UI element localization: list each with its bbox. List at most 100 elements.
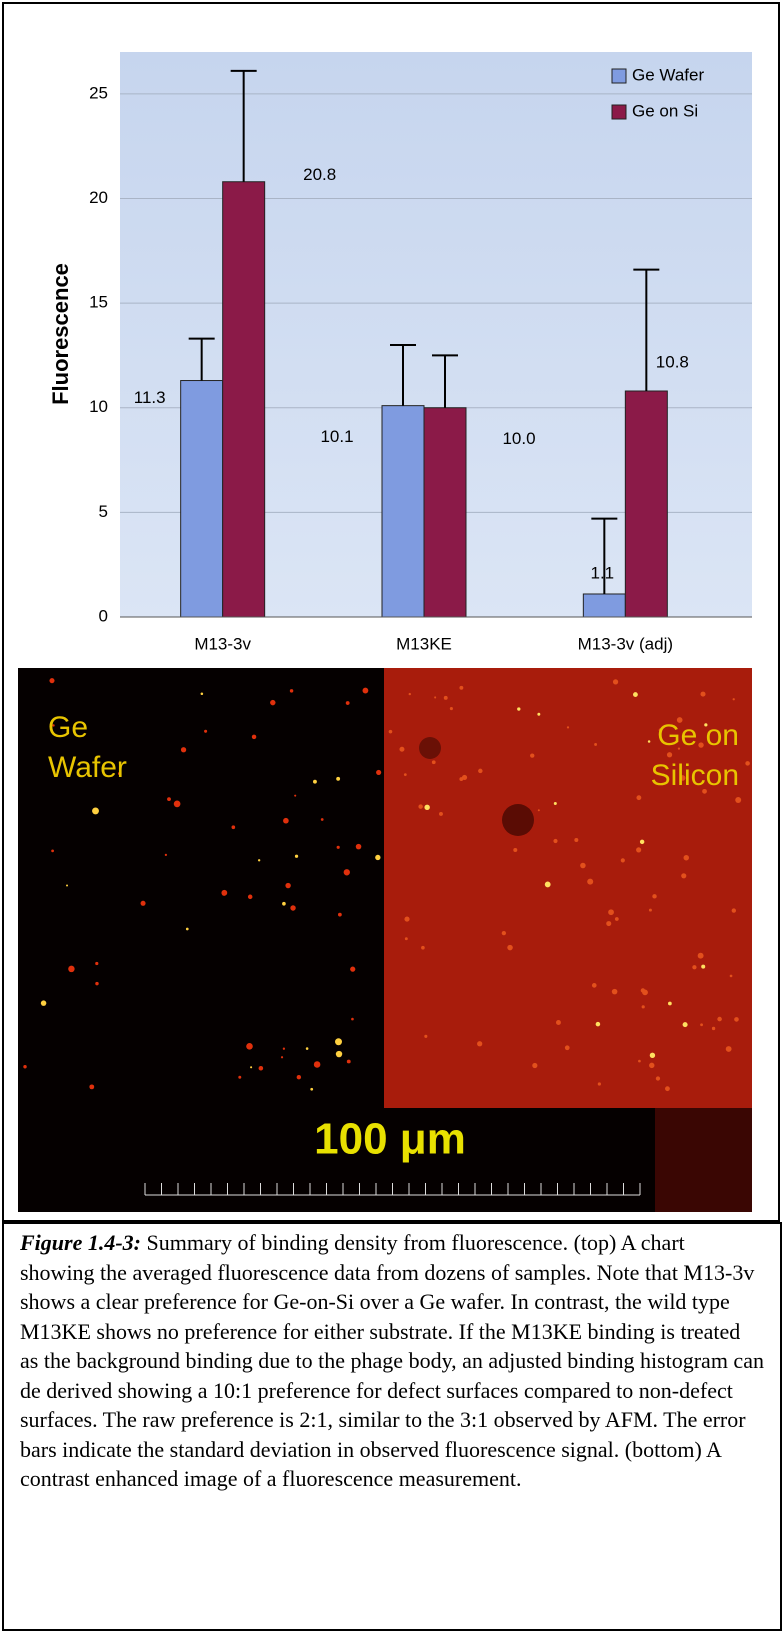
dot <box>306 1047 309 1050</box>
dot <box>375 855 380 860</box>
dot <box>283 818 289 824</box>
dot <box>692 965 696 969</box>
dot <box>92 807 99 814</box>
dot <box>459 686 463 690</box>
dot <box>141 901 146 906</box>
bar <box>223 182 265 617</box>
y-tick-label: 20 <box>89 188 108 207</box>
dot <box>246 1043 253 1050</box>
dark-spot <box>502 804 534 836</box>
dot <box>608 909 614 915</box>
dot <box>734 1017 739 1022</box>
x-tick-label: M13-3v (adj) <box>578 634 673 653</box>
dot <box>633 692 638 697</box>
data-label: 11.3 <box>134 388 166 407</box>
dot <box>554 802 557 805</box>
dot <box>281 1056 283 1058</box>
dot <box>344 869 350 875</box>
x-tick-label: M13-3v <box>194 634 251 653</box>
dot <box>285 883 290 888</box>
dot <box>389 730 393 734</box>
image-right-label: Ge on Silicon <box>615 716 739 796</box>
page: Fluorescence 100 μm 0510152025M13-3v11.3… <box>0 0 782 1631</box>
dot <box>580 863 585 868</box>
dot <box>66 884 68 886</box>
dot <box>181 747 186 752</box>
dot <box>310 1088 313 1091</box>
y-axis-label: Fluorescence <box>48 263 73 405</box>
x-tick-label: M13KE <box>396 634 452 653</box>
dot <box>68 966 74 972</box>
dot <box>363 688 369 694</box>
dot <box>615 917 619 921</box>
dot <box>745 761 750 766</box>
dot <box>404 773 407 776</box>
dot <box>735 797 741 803</box>
y-tick-label: 5 <box>99 502 108 521</box>
dot <box>701 965 705 969</box>
dot <box>642 1005 645 1008</box>
data-label: 20.8 <box>303 165 336 184</box>
dot <box>649 1063 654 1068</box>
dot <box>700 692 705 697</box>
dot <box>295 855 298 858</box>
bar <box>625 391 667 617</box>
dot <box>294 795 296 797</box>
dot <box>23 1065 26 1068</box>
dot <box>346 701 350 705</box>
dot <box>338 913 342 917</box>
dot <box>432 760 436 764</box>
dot <box>684 855 689 860</box>
dot <box>404 917 409 922</box>
dot <box>650 1053 655 1058</box>
dot <box>565 1045 570 1050</box>
dot <box>421 946 425 950</box>
dot <box>636 847 641 852</box>
dot <box>405 937 408 940</box>
dot <box>290 689 293 692</box>
dot <box>282 902 286 906</box>
dot <box>434 696 436 698</box>
bar <box>583 594 625 617</box>
dot <box>347 1060 351 1064</box>
dot <box>717 1017 722 1022</box>
dot <box>621 858 625 862</box>
dot <box>545 882 551 888</box>
dot <box>89 1084 94 1089</box>
dot <box>252 735 256 739</box>
dot <box>51 849 54 852</box>
bar <box>424 408 466 617</box>
dot <box>640 840 644 844</box>
dot <box>201 692 204 695</box>
dot <box>641 988 645 992</box>
data-label: 10.1 <box>320 427 353 446</box>
dot <box>409 693 411 695</box>
dot <box>537 713 540 716</box>
dot <box>41 1000 47 1006</box>
dot <box>450 707 453 710</box>
dot <box>248 895 253 900</box>
figure: Fluorescence 100 μm 0510152025M13-3v11.3… <box>0 0 782 1222</box>
bar <box>382 406 424 617</box>
dot <box>612 989 618 995</box>
scale-label: 100 μm <box>314 1115 466 1164</box>
legend-swatch <box>612 69 626 83</box>
dot <box>186 928 189 931</box>
dot <box>314 1061 321 1068</box>
dot <box>174 801 181 808</box>
dot <box>587 879 593 885</box>
dark-spot <box>419 737 441 759</box>
caption-label: Figure 1.4-3: <box>20 1230 141 1255</box>
legend-swatch <box>612 105 626 119</box>
dot <box>665 1086 670 1091</box>
dot <box>681 873 686 878</box>
dot <box>49 678 54 683</box>
dot <box>530 753 534 757</box>
dot <box>606 921 611 926</box>
dot <box>700 1023 703 1026</box>
caption: Figure 1.4-3: Summary of binding density… <box>2 1222 782 1631</box>
dot <box>574 838 578 842</box>
dot <box>652 894 656 898</box>
dot <box>556 1020 561 1025</box>
dot <box>668 1002 672 1006</box>
